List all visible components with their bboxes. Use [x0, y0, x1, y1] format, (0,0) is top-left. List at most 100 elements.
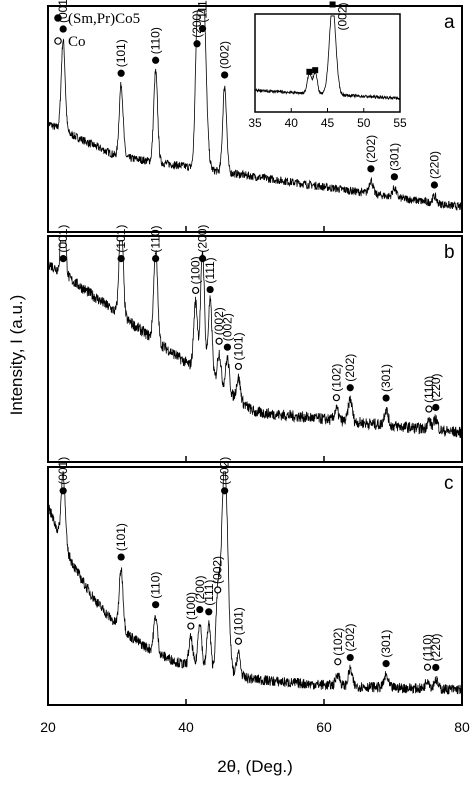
legend-smprco5-marker	[54, 14, 62, 22]
smprco5-marker	[59, 487, 67, 495]
smprco5-marker	[152, 601, 160, 609]
peak-label: (301)	[387, 143, 401, 171]
co-marker	[423, 663, 432, 671]
inset-xtick-label: 55	[393, 116, 407, 130]
co-marker	[334, 658, 342, 666]
xtick-label: 20	[40, 719, 56, 735]
peak-label: (002)	[218, 457, 232, 485]
smprco5-marker	[198, 25, 207, 33]
peak-label: (202)	[343, 354, 357, 382]
smprco5-marker	[198, 255, 207, 263]
inset-xtick-label: 45	[321, 116, 335, 130]
inset-peak-marker	[329, 1, 336, 8]
co-marker	[234, 637, 243, 645]
peak-label: (100)	[184, 592, 198, 620]
peak-label: (101)	[114, 225, 128, 253]
smprco5-marker	[432, 403, 440, 412]
peak-label: (102)	[329, 364, 343, 392]
peak-label: (100)	[189, 256, 203, 284]
xtick-label: 40	[178, 719, 194, 735]
panel-c-pattern	[47, 470, 463, 695]
legend-co-marker	[54, 37, 62, 45]
smprco5-marker	[390, 173, 398, 181]
smprco5-marker	[117, 69, 125, 77]
smprco5-marker	[196, 605, 204, 614]
peak-label: (001)	[56, 457, 70, 485]
peak-label: (110)	[149, 27, 163, 54]
co-marker	[234, 362, 243, 371]
smprco5-marker	[59, 25, 67, 33]
inset-xtick-label: 50	[357, 116, 371, 130]
peak-label: (101)	[231, 607, 245, 635]
peak-label: (110)	[421, 634, 435, 661]
smprco5-marker	[432, 663, 440, 672]
smprco5-marker	[367, 165, 375, 173]
peak-label: (110)	[149, 572, 163, 599]
co-marker	[214, 586, 222, 594]
peak-label: (101)	[114, 39, 128, 67]
panel-c-frame	[47, 466, 463, 706]
smprco5-marker	[206, 285, 214, 294]
peak-label: (002)	[218, 41, 232, 69]
peak-label: (301)	[379, 630, 393, 658]
peak-label: (101)	[231, 332, 245, 360]
smprco5-marker	[382, 394, 390, 402]
peak-label: (102)	[331, 628, 345, 656]
peak-label: (101)	[114, 523, 128, 551]
smprco5-marker	[430, 181, 438, 189]
co-marker	[215, 337, 223, 345]
x-axis-label: 2θ, (Deg.)	[217, 757, 293, 776]
smprco5-marker	[152, 255, 160, 263]
smprco5-marker	[223, 343, 231, 351]
panel-a-pattern	[47, 10, 463, 211]
peak-label: (111)	[202, 580, 216, 606]
peak-label: (200)	[193, 576, 207, 604]
y-axis-label: Intensity, I (a.u.)	[7, 295, 26, 416]
inset-peak-marker	[306, 68, 313, 75]
inset-pattern	[254, 15, 401, 101]
inset-xtick-label: 35	[248, 116, 262, 130]
smprco5-marker	[221, 487, 229, 495]
smprco5-marker	[346, 653, 354, 662]
smprco5-marker	[152, 56, 160, 64]
legend-co-label: Co	[68, 34, 86, 50]
panel-c-label: c	[444, 473, 454, 494]
peak-label: (200)	[196, 225, 210, 253]
co-marker	[192, 286, 200, 295]
smprco5-marker	[221, 71, 229, 79]
peak-label: (111)	[196, 0, 210, 23]
peak-label: (220)	[429, 373, 443, 401]
smprco5-marker	[346, 384, 354, 392]
smprco5-marker	[117, 553, 125, 561]
peak-label: (001)	[56, 225, 70, 253]
legend-smprco5-label: (Sm,Pr)Co5	[68, 11, 140, 27]
peak-label: (301)	[379, 364, 393, 392]
peak-label: (110)	[422, 376, 436, 403]
smprco5-marker	[205, 608, 213, 616]
peak-label: (220)	[429, 633, 443, 661]
xtick-label: 80	[454, 719, 470, 735]
peak-label: (002)	[211, 556, 225, 584]
smprco5-marker	[193, 40, 201, 48]
peak-label: (202)	[364, 135, 378, 163]
xtick-label: 60	[316, 719, 332, 735]
inset-peak-label: (002)	[336, 2, 350, 30]
co-marker	[187, 622, 195, 630]
inset-peak-marker	[312, 67, 319, 74]
peak-label: (111)	[203, 257, 217, 283]
co-marker	[425, 405, 433, 413]
co-marker	[332, 394, 341, 402]
peak-label: (002)	[212, 307, 226, 335]
peak-label: (002)	[220, 313, 234, 341]
inset-xtick-label: 40	[285, 116, 299, 130]
peak-label: (220)	[427, 151, 441, 179]
smprco5-marker	[59, 255, 67, 263]
panel-a-label: a	[444, 12, 455, 33]
panel-a-frame	[47, 5, 463, 233]
peak-label: (202)	[343, 624, 357, 652]
panel-b-pattern	[47, 240, 463, 439]
panel-b-label: b	[444, 242, 455, 263]
peak-label: (110)	[149, 225, 163, 252]
smprco5-marker	[382, 660, 390, 668]
